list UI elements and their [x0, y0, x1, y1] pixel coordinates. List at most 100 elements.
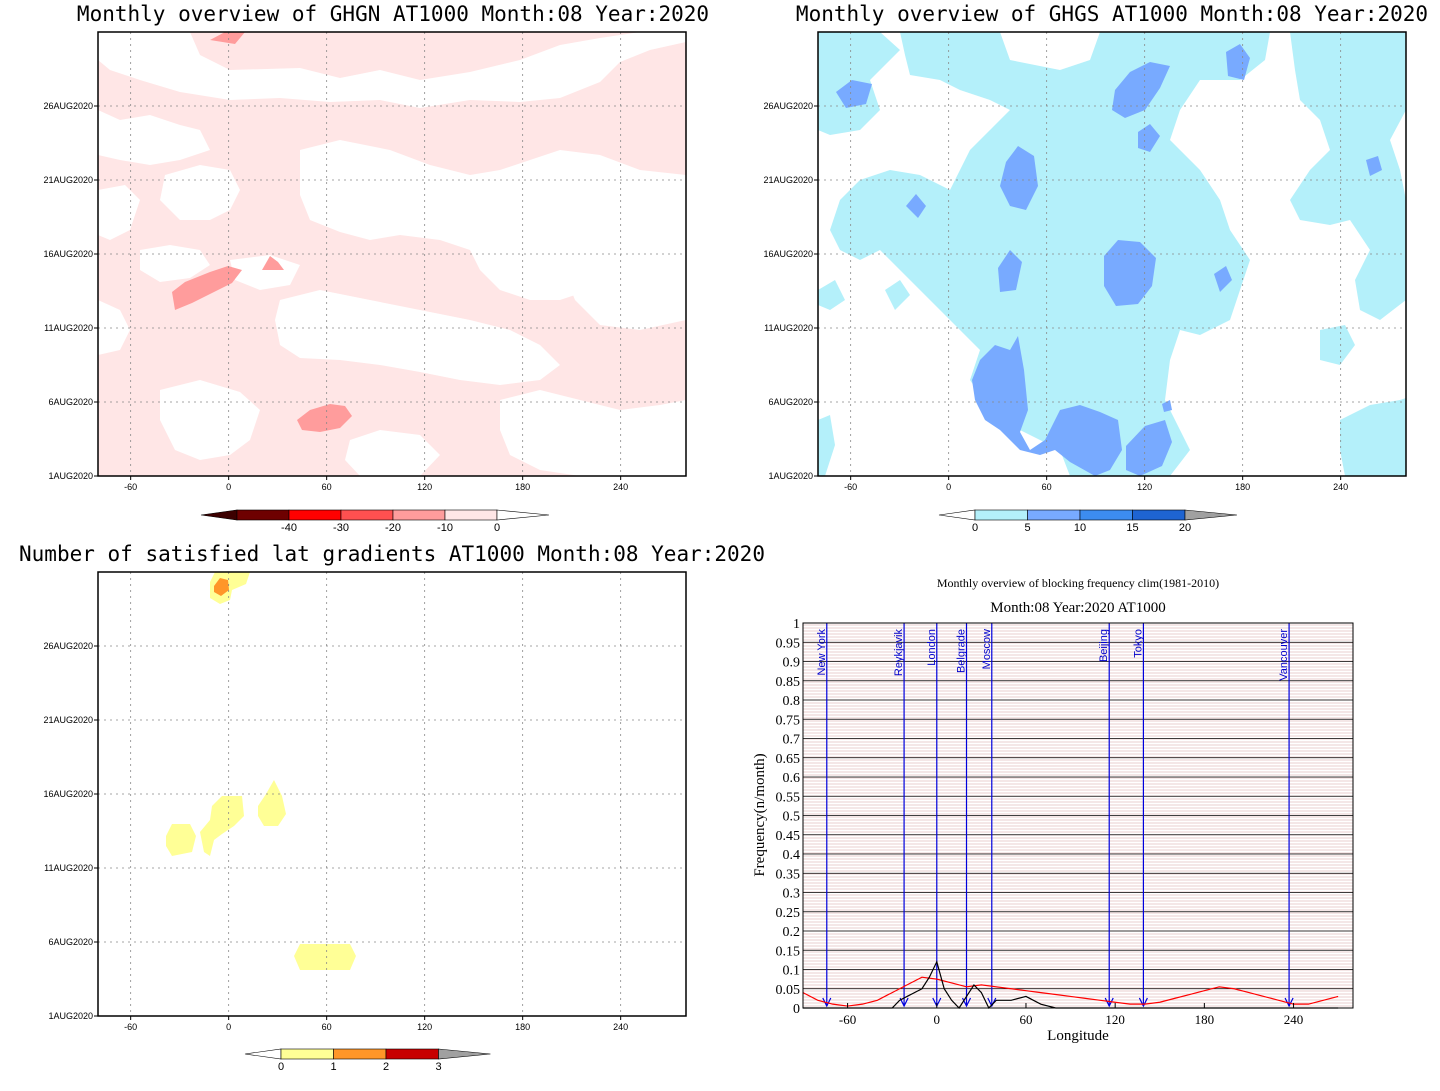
y-tick-label: 21AUG2020	[43, 175, 93, 185]
colorbar-segment	[1079, 509, 1133, 521]
city-label: Vancouver	[1278, 629, 1290, 681]
city-arrow	[822, 997, 832, 1008]
y-tick-label: 16AUG2020	[43, 789, 93, 799]
colorbar-segment	[1027, 509, 1081, 521]
gradient-blob-value-1	[258, 780, 286, 826]
blocking-subtitle: Month:08 Year:2020 AT1000	[990, 600, 1165, 616]
colorbar-label: 2	[383, 1061, 389, 1073]
y-tick-label: 26AUG2020	[43, 641, 93, 651]
y-tick-label: 0.7	[783, 733, 801, 748]
ghgs-anomaly-blob	[906, 194, 926, 218]
ghgs-anomaly-blob	[1214, 266, 1232, 292]
y-tick-label: 1AUG2020	[48, 471, 93, 481]
x-tick-label: 180	[515, 1022, 530, 1032]
panel-ghgs-title: Monthly overview of GHGS AT1000 Month:08…	[796, 2, 1428, 26]
city-label: Belgrade	[956, 629, 968, 673]
city-label: Reykjavik	[893, 629, 905, 677]
colorbar-segment	[974, 509, 1028, 521]
x-tick-label: -60	[124, 482, 137, 492]
blocking-x-axis-label: Longitude	[1047, 1028, 1109, 1044]
colorbar-label: 0	[494, 522, 500, 534]
colorbar-label: -30	[333, 522, 349, 534]
colorbar-segment	[340, 509, 394, 521]
gradient-blob-value-2	[214, 578, 229, 596]
x-tick-label: 60	[322, 482, 332, 492]
panel-ghgs: Monthly overview of GHGS AT1000 Month:08…	[763, 2, 1428, 534]
y-tick-label: 1AUG2020	[48, 1011, 93, 1021]
x-tick-label: 60	[322, 1022, 332, 1032]
y-tick-label: 0.55	[776, 790, 801, 805]
y-tick-label: 0	[793, 1002, 800, 1017]
y-tick-label: 26AUG2020	[43, 101, 93, 111]
y-tick-label: 0.85	[776, 675, 801, 690]
y-tick-label: 6AUG2020	[768, 397, 813, 407]
ghgn-anomaly-blob	[210, 32, 245, 44]
colorbar-label: 3	[435, 1061, 441, 1073]
y-tick-label: 11AUG2020	[44, 323, 93, 333]
colorbar-left-arrow	[938, 509, 976, 521]
y-tick-label: 0.05	[776, 983, 801, 998]
ghgn-colorbar: -40 -30 -20 -10 0	[200, 509, 550, 534]
ghgs-gridlines	[818, 32, 1406, 476]
colorbar-segment	[385, 1048, 439, 1060]
y-tick-label: 0.6	[783, 771, 801, 786]
city-label: Moscow	[981, 629, 993, 669]
ghgs-anomaly-blob	[1112, 62, 1170, 118]
city-label: New York	[816, 629, 828, 676]
ghgs-anomaly-blob	[1366, 156, 1382, 176]
y-tick-label: 6AUG2020	[48, 937, 93, 947]
colorbar-segment	[392, 509, 446, 521]
climatology-line	[802, 976, 1339, 1007]
y-tick-label: 11AUG2020	[44, 863, 93, 873]
city-arrow	[1138, 997, 1148, 1008]
y-tick-label: 0.95	[776, 636, 801, 651]
blocking-y-axis-label: Frequency(n/month)	[752, 753, 768, 876]
panel-lat-gradients: Number of satisfied lat gradients AT1000…	[19, 542, 765, 1073]
x-tick-label: 60	[1019, 1012, 1032, 1027]
y-tick-label: 0.5	[783, 810, 801, 825]
colorbar-segment	[333, 1048, 387, 1060]
ghgs-axis-ticks: -60 0 60 120 180 240 1AUG2020 6AUG2020 11AUG2020…	[763, 101, 1348, 492]
colorbar-segment	[444, 509, 498, 521]
colorbar-left-arrow	[244, 1048, 282, 1060]
x-tick-label: 0	[946, 482, 951, 492]
colorbar-label: 1	[330, 1061, 336, 1073]
colorbar-label: -40	[281, 522, 297, 534]
y-tick-label: 0.9	[783, 656, 801, 671]
colorbar-right-arrow	[1184, 509, 1238, 521]
x-tick-label: 120	[417, 1022, 432, 1032]
ghgs-anomaly-blob	[1226, 44, 1250, 80]
y-tick-label: 16AUG2020	[763, 249, 813, 259]
lat-gradients-features	[166, 572, 356, 970]
panel-blocking-frequency: Monthly overview of blocking frequency c…	[752, 576, 1354, 1044]
ghgs-blue-regions	[836, 44, 1382, 476]
colorbar-label: -20	[385, 522, 401, 534]
colorbar-right-arrow	[438, 1048, 491, 1060]
y-tick-label: 0.15	[776, 944, 801, 959]
y-tick-label: 6AUG2020	[48, 397, 93, 407]
lat-gradients-colorbar: 0 1 2 3	[244, 1048, 491, 1073]
city-label: Tokyo	[1132, 629, 1144, 658]
colorbar-right-arrow	[496, 509, 550, 521]
y-tick-label: 11AUG2020	[764, 323, 813, 333]
y-tick-label: 0.2	[783, 925, 801, 940]
ghgs-anomaly-blob	[1138, 124, 1160, 152]
x-tick-label: 0	[934, 1012, 941, 1027]
y-tick-label: 26AUG2020	[763, 101, 813, 111]
ghgn-anomaly-blob	[262, 256, 284, 270]
ghgn-anomaly-blob	[297, 404, 352, 432]
x-tick-label: 240	[613, 482, 628, 492]
ghgn-axis-ticks: -60 0 60 120 180 240 1AUG2020 6AUG2020 11AUG2020…	[43, 101, 628, 492]
x-tick-label: 0	[226, 482, 231, 492]
colorbar-label: 0	[972, 522, 978, 534]
blocking-city-markers: New York Reykjavik London Belgrade Moscow Bei…	[816, 623, 1294, 1008]
x-tick-label: 240	[1284, 1012, 1304, 1027]
x-tick-label: 120	[1137, 482, 1152, 492]
y-tick-label: 0.35	[776, 867, 801, 882]
panel-ghgn: Monthly overview of GHGN AT1000 Month:08…	[43, 2, 709, 534]
blocking-axis-ticks: 0 0.05 0.1 0.15 0.2 0.25 0.3 0.35 0.4 0.45 0.5 0.55…	[776, 617, 1304, 1027]
colorbar-segment	[1132, 509, 1186, 521]
y-tick-label: 0.65	[776, 752, 801, 767]
ghgs-cyan-regions	[818, 32, 1406, 476]
